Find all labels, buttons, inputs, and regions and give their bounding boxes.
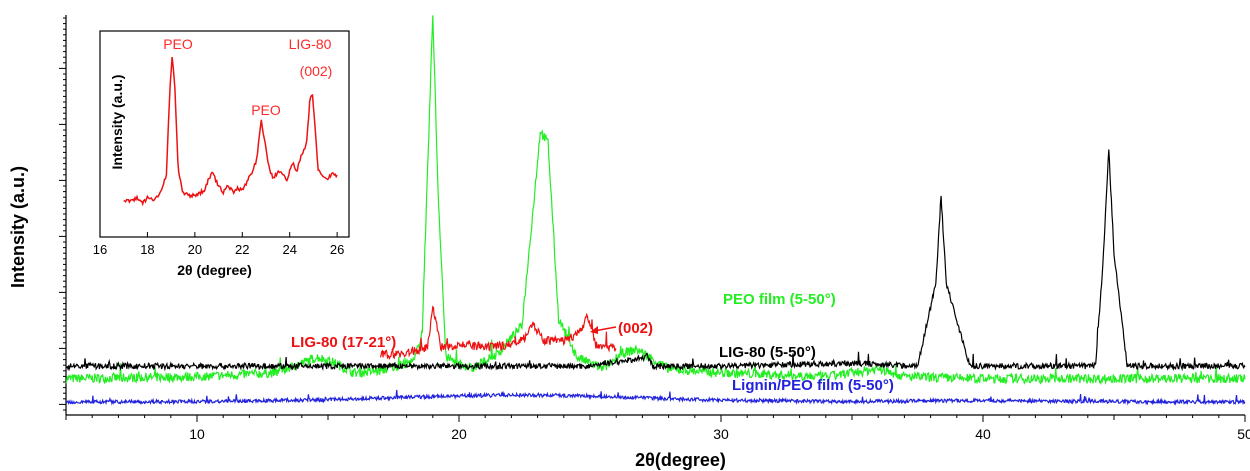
series-label-2: LIG-80 (5-50°) (719, 344, 816, 361)
x-tick-label: 10 (189, 426, 205, 442)
inset-chart: 16 18 20 22 24 26 2θ (degree) Intensity (a.u.) P… (93, 30, 350, 278)
inset-y-axis-title: Intensity (a.u.) (109, 75, 125, 170)
inset-x-tick-label: 16 (93, 242, 107, 257)
inset-annotation-0: PEO (163, 36, 193, 52)
main-axes: 10 20 30 40 50 2θ(degree) Intensity (a.u.) (8, 15, 1250, 470)
series-label-1: LIG-80 (17-21°) (291, 334, 396, 351)
inset-x-axis-title: 2θ (degree) (177, 262, 251, 278)
inset-annotation-3: LIG-80 (289, 36, 332, 52)
inset-frame (99, 30, 350, 238)
series-line-3 (65, 389, 1246, 406)
annotation-arrow-head (590, 326, 598, 334)
series-label-3: Lignin/PEO film (5-50°) (732, 377, 894, 394)
series-label-0: PEO film (5-50°) (723, 291, 836, 308)
x-tick-label: 40 (975, 426, 991, 442)
inset-annotation-2: (002) (300, 63, 333, 79)
inset-x-tick-label: 20 (188, 242, 202, 257)
inset-x-tick-label: 18 (140, 242, 154, 257)
series-line-0 (65, 15, 1246, 386)
x-axis-title: 2θ(degree) (635, 450, 726, 470)
inset-x-tick-label: 22 (235, 242, 249, 257)
inset-series-line (123, 57, 338, 207)
x-tick-label: 50 (1237, 426, 1250, 442)
y-axis-title: Intensity (a.u.) (8, 166, 28, 288)
x-tick-label: 20 (451, 426, 467, 442)
inset-x-tick-label: 24 (282, 242, 296, 257)
inset-annotation-1: PEO (251, 102, 281, 118)
annotation-002: (002) (618, 320, 653, 337)
series-line-2 (65, 149, 1246, 372)
x-tick-label: 30 (713, 426, 729, 442)
series-line-1 (379, 305, 617, 361)
inset-x-tick-label: 26 (330, 242, 344, 257)
